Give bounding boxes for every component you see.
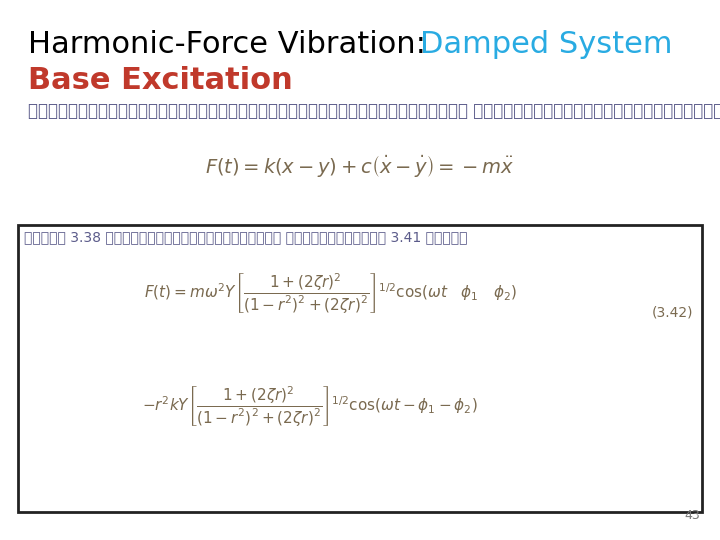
Text: สมการ 3.38 คือผลเนดยที่สนใจคงตัว ดังนั้นสมการ 3.41 จะได้: สมการ 3.38 คือผลเนดยที่สนใจคงตัว ดังนั้น…	[24, 230, 467, 244]
Text: $F(t)=k\left(x-y\right)+c\left(\dot{x}-\dot{y}\right)=-m\ddot{x}$: $F(t)=k\left(x-y\right)+c\left(\dot{x}-\…	[205, 153, 515, 179]
Text: (3.42): (3.42)	[652, 305, 693, 319]
Text: $F(t)=m\omega^{2}Y\left[\dfrac{1+(2\zeta r)^{2}}{(1-r^{2})^{2}+(2\zeta r)^{2}}\r: $F(t)=m\omega^{2}Y\left[\dfrac{1+(2\zeta…	[143, 272, 516, 316]
Text: $-r^{2}kY\left[\dfrac{1+(2\zeta r)^{2}}{(1-r^{2})^{2}+(2\zeta r)^{2}}\right]^{1/: $-r^{2}kY\left[\dfrac{1+(2\zeta r)^{2}}{…	[142, 385, 478, 429]
Text: Harmonic-Force Vibration:: Harmonic-Force Vibration:	[28, 30, 426, 59]
Text: Base Excitation: Base Excitation	[28, 66, 293, 95]
Bar	[18, 225, 702, 512]
Text: 43: 43	[684, 509, 700, 522]
Text: Damped System: Damped System	[420, 30, 672, 59]
Text: แรงที่กระทำที่ฐานส่งผ่านตัวส๊าริงและตัวหน่วง ซึ่งแรงดังกล่าวสามารถหาได้ดังนี้: แรงที่กระทำที่ฐานส่งผ่านตัวส๊าริงและตัวห…	[28, 102, 720, 120]
